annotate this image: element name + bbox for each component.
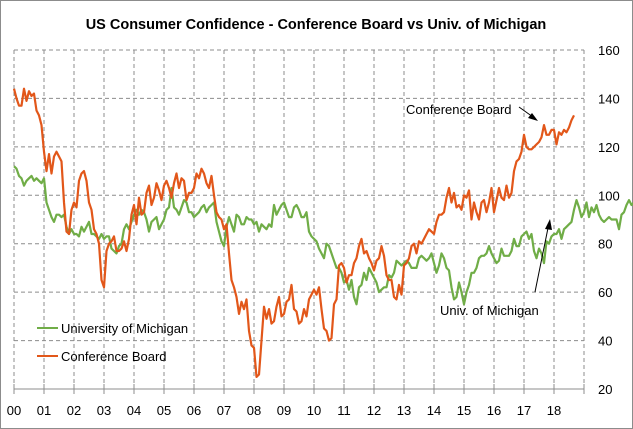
x-tick-label: 16 bbox=[487, 403, 501, 418]
x-tick-label: 01 bbox=[37, 403, 51, 418]
series-line-conference-board bbox=[12, 87, 575, 378]
x-tick-label: 02 bbox=[67, 403, 81, 418]
y-tick-label: 140 bbox=[598, 91, 620, 106]
y-tick-label: 160 bbox=[598, 43, 620, 58]
y-tick-label: 40 bbox=[598, 334, 612, 349]
x-tick-label: 12 bbox=[367, 403, 381, 418]
x-tick-label: 07 bbox=[217, 403, 231, 418]
x-tick-label: 14 bbox=[427, 403, 441, 418]
annotation-conference-board: Conference Board bbox=[406, 102, 512, 117]
x-tick-label: 05 bbox=[157, 403, 171, 418]
legend-label-conference-board: Conference Board bbox=[61, 349, 167, 364]
x-tick-label: 10 bbox=[307, 403, 321, 418]
y-tick-label: 120 bbox=[598, 140, 620, 155]
x-tick-label: 00 bbox=[7, 403, 21, 418]
y-tick-label: 20 bbox=[598, 382, 612, 397]
chart-title: US Consumer Confidence - Conference Boar… bbox=[86, 17, 547, 33]
y-tick-label: 100 bbox=[598, 188, 620, 203]
x-tick-label: 04 bbox=[127, 403, 141, 418]
x-tick-label: 09 bbox=[277, 403, 291, 418]
series-line-university-of-michigan bbox=[13, 165, 633, 306]
x-tick-label: 08 bbox=[247, 403, 261, 418]
series-lines bbox=[12, 87, 633, 378]
legend-label-university-of-michigan: University of Michigan bbox=[61, 321, 188, 336]
x-axis-tick-labels: 00 01 02 03 04 05 06 07 08 09 10 11 12 13 14 15 16 17 18 bbox=[7, 403, 561, 418]
y-axis-tick-labels: 20 40 60 80 100 120 140 160 bbox=[598, 43, 620, 397]
legend: University of Michigan Conference Board bbox=[37, 321, 188, 364]
x-tick-label: 11 bbox=[337, 403, 351, 418]
x-tick-label: 13 bbox=[397, 403, 411, 418]
arrowhead-icon bbox=[545, 219, 552, 230]
arrowhead-icon bbox=[528, 113, 538, 121]
annotation-univ-of-michigan: Univ. of Michigan bbox=[440, 303, 539, 318]
axes bbox=[13, 384, 585, 394]
x-tick-label: 17 bbox=[517, 403, 531, 418]
x-tick-label: 18 bbox=[547, 403, 561, 418]
y-tick-label: 60 bbox=[598, 285, 612, 300]
y-tick-label: 80 bbox=[598, 237, 612, 252]
gridlines bbox=[13, 49, 585, 389]
x-tick-label: 06 bbox=[187, 403, 201, 418]
x-tick-label: 15 bbox=[457, 403, 471, 418]
x-tick-label: 03 bbox=[97, 403, 111, 418]
annotation-arrow-univ-of-michigan bbox=[534, 227, 549, 293]
annotations: Conference Board Univ. of Michigan bbox=[406, 102, 552, 318]
